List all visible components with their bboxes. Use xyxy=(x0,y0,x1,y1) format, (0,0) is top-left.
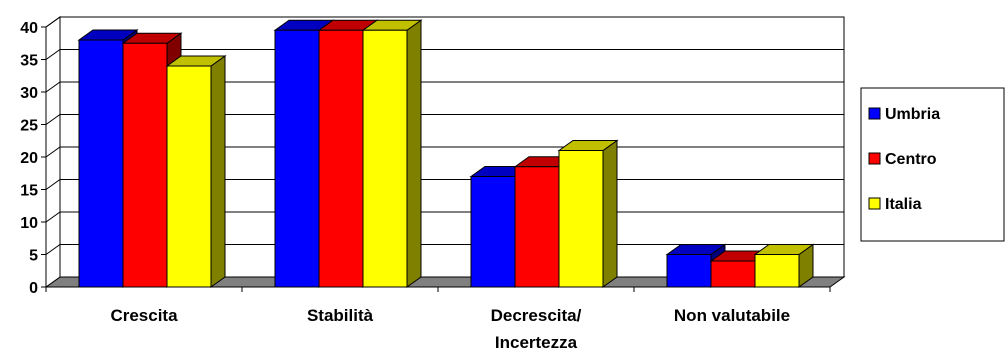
x-category-label-0-0: Crescita xyxy=(110,306,178,325)
legend-label-centro: Centro xyxy=(885,151,937,168)
x-category-label-1-0: Stabilità xyxy=(307,306,374,325)
y-tick-label-5: 5 xyxy=(29,248,38,265)
bar-front xyxy=(754,254,800,288)
bar-italia-0 xyxy=(165,55,227,288)
y-tick-label-40: 40 xyxy=(20,20,38,37)
x-category-label-3-0: Non valutabile xyxy=(674,306,790,325)
bar-side xyxy=(210,55,226,288)
gridline-40 xyxy=(45,16,844,28)
x-category-label-2-0: Decrescita/ xyxy=(491,306,582,325)
bar-front xyxy=(362,29,408,288)
x-category-label-2-1: Incertezza xyxy=(495,333,578,352)
bar-front xyxy=(514,166,560,288)
legend-swatch-italia xyxy=(868,197,881,210)
y-tick-label-10: 10 xyxy=(20,215,38,232)
gridline-35 xyxy=(45,49,844,60)
legend-swatch-umbria xyxy=(868,107,881,120)
gridline-25 xyxy=(45,114,844,125)
legend-swatch-centro xyxy=(868,152,881,165)
y-tick-label-30: 30 xyxy=(20,85,38,102)
bar-italia-1 xyxy=(361,19,423,288)
y-tick-label-35: 35 xyxy=(20,53,38,70)
bar-front xyxy=(166,65,212,288)
bar-front xyxy=(274,29,320,288)
gridline-30 xyxy=(45,81,844,93)
y-tick-label-0: 0 xyxy=(29,280,38,297)
bar-front xyxy=(318,29,364,288)
bar-front xyxy=(558,150,604,288)
bar-front xyxy=(78,39,124,288)
y-tick-label-20: 20 xyxy=(20,150,38,167)
bar-side xyxy=(602,139,618,288)
bar-front xyxy=(666,254,712,288)
bar-side xyxy=(406,19,422,288)
bar-front xyxy=(710,260,756,288)
y-tick-label-15: 15 xyxy=(20,183,38,200)
legend-label-umbria: Umbria xyxy=(885,106,940,123)
legend-box xyxy=(860,87,1005,242)
bar-front xyxy=(122,42,168,288)
y-tick-label-25: 25 xyxy=(20,118,38,135)
legend-label-italia: Italia xyxy=(885,196,922,213)
bar-italia-2 xyxy=(557,139,619,288)
bar-front xyxy=(470,176,516,288)
bar-italia-3 xyxy=(753,243,815,288)
